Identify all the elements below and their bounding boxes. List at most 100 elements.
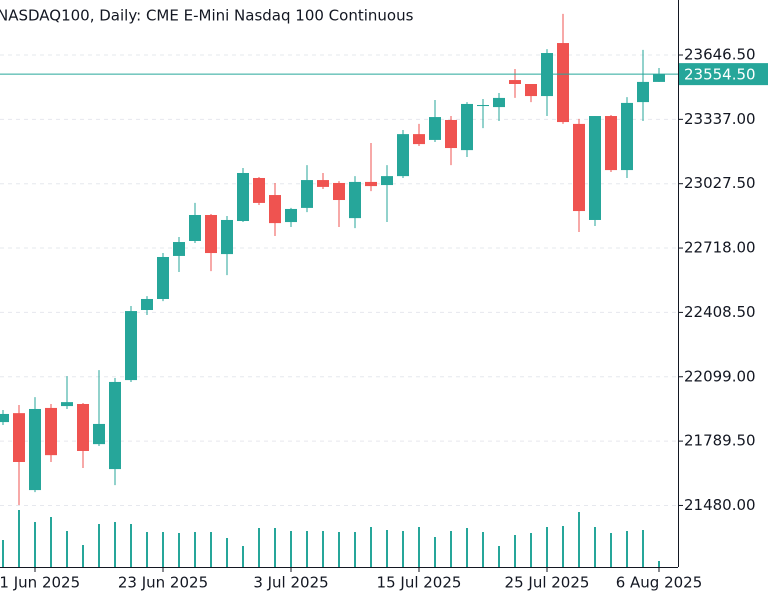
volume-bar <box>482 532 484 567</box>
candle-body <box>557 43 569 123</box>
volume-bar <box>34 522 36 567</box>
volume-bar <box>242 546 244 567</box>
volume-bar <box>610 533 612 567</box>
volume-layer <box>2 510 660 567</box>
volume-bar <box>162 532 164 567</box>
volume-bar <box>546 527 548 567</box>
volume-bar <box>18 510 20 567</box>
candle-body <box>429 117 441 140</box>
candle-body <box>589 116 601 220</box>
candle-body <box>637 81 649 103</box>
candle-body <box>397 134 409 177</box>
volume-bar <box>338 532 340 567</box>
candle-body <box>317 180 329 187</box>
candle-body <box>205 214 217 254</box>
candle-layer <box>0 13 678 506</box>
candle-body <box>221 219 233 255</box>
candle-body <box>653 74 665 82</box>
y-tick-label: 22099.00 <box>684 367 756 385</box>
volume-bar <box>322 531 324 567</box>
y-tick-label: 23027.50 <box>684 174 756 192</box>
volume-bar <box>450 531 452 567</box>
candle-body <box>61 402 73 407</box>
candle-body <box>573 123 585 212</box>
y-tick-label: 21789.50 <box>684 432 756 450</box>
candle-body <box>461 103 473 151</box>
volume-bar <box>530 533 532 567</box>
candle-body <box>301 180 313 208</box>
candle-body <box>13 413 25 462</box>
volume-bar <box>370 527 372 567</box>
candle-body <box>365 181 377 187</box>
candle-body <box>157 256 169 299</box>
volume-bar <box>274 528 276 567</box>
volume-bar <box>354 532 356 567</box>
y-tick-label: 23337.00 <box>684 110 756 128</box>
candle-body <box>141 298 153 311</box>
candle-body <box>333 182 345 201</box>
volume-bar <box>658 561 660 567</box>
candle-body <box>125 311 137 381</box>
candle-body <box>189 214 201 241</box>
candle-body <box>45 407 57 456</box>
volume-bar <box>306 531 308 567</box>
candle-body <box>253 177 265 203</box>
candle-body <box>605 116 617 171</box>
volume-bar <box>498 546 500 567</box>
candle-body <box>0 413 9 423</box>
volume-bar <box>178 533 180 567</box>
candle-body <box>285 208 297 223</box>
volume-bar <box>82 545 84 567</box>
volume-bar <box>226 538 228 567</box>
candle-body <box>173 242 185 256</box>
candle-body <box>493 97 505 108</box>
volume-bar <box>434 537 436 567</box>
candle-body <box>109 381 121 470</box>
volume-bar <box>418 527 420 567</box>
volume-bar <box>626 531 628 567</box>
volume-bar <box>258 528 260 567</box>
volume-bar <box>466 528 468 567</box>
x-tick-label: 6 Aug 2025 <box>616 574 703 592</box>
y-tick-label: 22718.00 <box>684 239 756 257</box>
volume-bar <box>2 540 4 567</box>
volume-bar <box>514 535 516 567</box>
volume-bar <box>402 531 404 567</box>
candle-body <box>77 403 89 451</box>
candle-body <box>509 80 521 84</box>
y-tick-label: 22408.50 <box>684 303 756 321</box>
candle-body <box>477 105 489 107</box>
x-tick-label: 23 Jun 2025 <box>118 574 208 592</box>
volume-bar <box>146 532 148 567</box>
candle-body <box>349 181 361 219</box>
volume-bar <box>642 530 644 567</box>
candle-body <box>29 408 41 491</box>
last-price-badge <box>679 63 768 86</box>
candle-body <box>381 176 393 186</box>
volume-bar <box>194 532 196 567</box>
candle-body <box>445 119 457 149</box>
volume-bar <box>210 532 212 567</box>
chart-title: NASDAQ100, Daily: CME E-Mini Nasdaq 100 … <box>0 7 414 25</box>
y-tick-label: 21480.00 <box>684 496 756 514</box>
candle-body <box>413 134 425 145</box>
volume-bar <box>66 531 68 567</box>
y-tick-label: 23646.50 <box>684 45 756 63</box>
volume-bar <box>578 512 580 567</box>
candle-body <box>621 102 633 171</box>
candle-body <box>269 195 281 224</box>
candle-body <box>237 172 249 222</box>
volume-bar <box>386 530 388 567</box>
volume-bar <box>114 522 116 567</box>
volume-bar <box>290 531 292 567</box>
candle-body <box>525 84 537 97</box>
volume-bar <box>130 524 132 567</box>
volume-bar <box>594 527 596 567</box>
x-tick-label: 3 Jul 2025 <box>253 574 328 592</box>
volume-bar <box>98 524 100 567</box>
x-tick-label: 25 Jul 2025 <box>505 574 590 592</box>
